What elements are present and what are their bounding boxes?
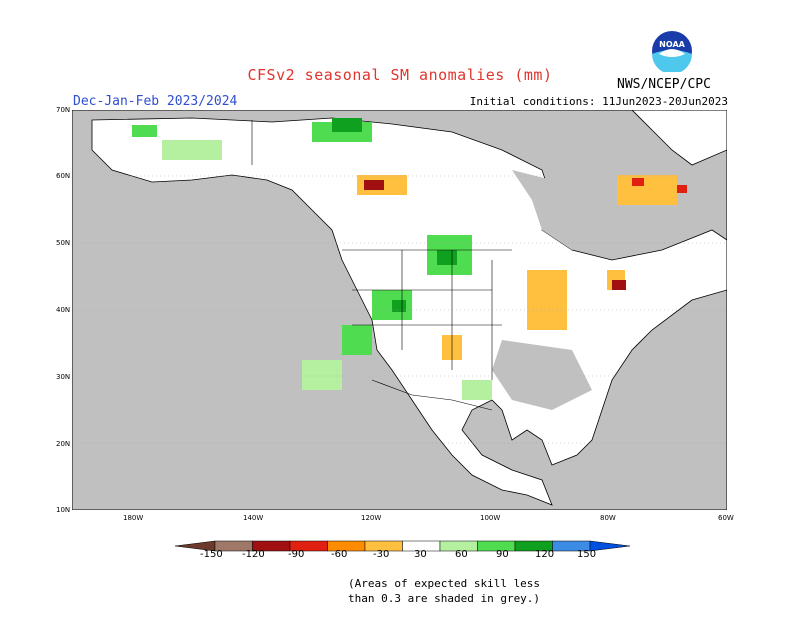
footnote-line: than 0.3 are shaded in grey.) xyxy=(348,592,541,605)
lon-label: 120W xyxy=(361,514,382,522)
skill-footnote: (Areas of expected skill less than 0.3 a… xyxy=(348,576,540,606)
lat-label: 60N xyxy=(56,172,71,180)
noaa-logo-icon: NOAA xyxy=(652,31,692,72)
svg-text:NOAA: NOAA xyxy=(659,40,685,49)
legend-label: -120 xyxy=(242,549,265,560)
lat-label: 30N xyxy=(56,373,71,381)
lat-label: 20N xyxy=(56,440,71,448)
lat-label: 70N xyxy=(56,106,71,114)
low-skill-region xyxy=(512,170,612,250)
agency-label: NWS/NCEP/CPC xyxy=(617,77,711,92)
season-label: Dec-Jan-Feb 2023/2024 xyxy=(73,94,238,109)
legend-label: 30 xyxy=(414,549,427,560)
lat-label: 40N xyxy=(56,306,71,314)
greenland-land xyxy=(631,110,727,166)
extreme-dry-anomaly-cells xyxy=(364,180,626,290)
legend-label: 150 xyxy=(577,549,597,560)
lon-label: 100W xyxy=(480,514,501,522)
low-skill-region xyxy=(542,118,632,150)
legend-label: 120 xyxy=(535,549,555,560)
lon-label: 60W xyxy=(718,514,734,522)
color-legend xyxy=(175,540,630,552)
wet-anomaly-cells-dark xyxy=(332,118,457,312)
lat-label: 50N xyxy=(56,239,71,247)
legend-label: -30 xyxy=(373,549,390,560)
legend-label: -60 xyxy=(331,549,348,560)
lon-label: 140W xyxy=(243,514,264,522)
very-dry-anomaly-cells xyxy=(632,178,687,193)
initial-conditions-label: Initial conditions: 11Jun2023-20Jun2023 xyxy=(469,95,728,108)
map-title: CFSv2 seasonal SM anomalies (mm) xyxy=(247,66,553,84)
legend-label: 90 xyxy=(496,549,509,560)
legend-label: 60 xyxy=(455,549,468,560)
political-borders xyxy=(251,120,512,411)
lat-label: 10N xyxy=(56,506,71,514)
light-wet-cells xyxy=(162,140,492,400)
lon-label: 180W xyxy=(123,514,144,522)
legend-label: -90 xyxy=(288,549,305,560)
lon-label: 80W xyxy=(600,514,616,522)
low-skill-region xyxy=(492,340,592,410)
footnote-line: (Areas of expected skill less xyxy=(348,577,541,590)
legend-arrow-high xyxy=(589,540,630,552)
anomaly-map xyxy=(72,110,727,510)
legend-label: -150 xyxy=(200,549,223,560)
